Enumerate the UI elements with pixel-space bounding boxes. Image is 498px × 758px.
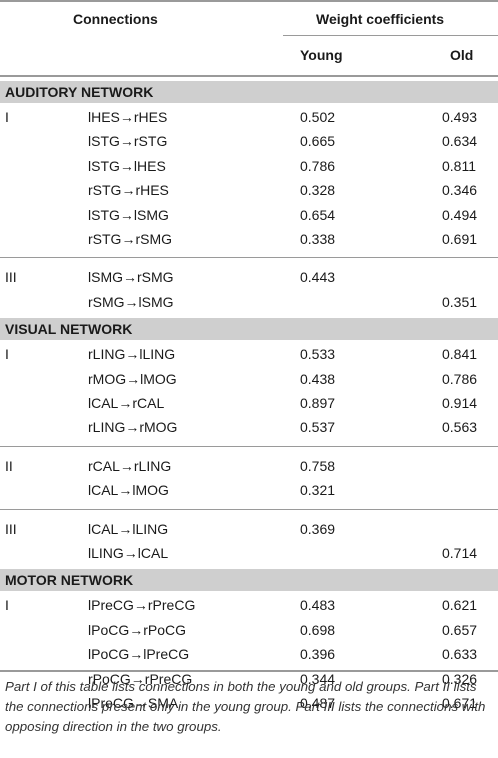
young-value-cell: 0.758 [300, 457, 336, 474]
connection-cell: lSMG→rSMG [88, 269, 174, 286]
table-footnote: Part I of this table lists connections i… [5, 679, 486, 734]
young-value-cell: 0.344 [300, 670, 336, 687]
young-value-cell: 0.502 [300, 109, 336, 125]
part-label: I [5, 346, 9, 363]
old-value-cell: 0.351 [442, 293, 478, 310]
connection-cell: lPreCG→SMA [88, 695, 179, 711]
connection-cell: lCAL→lLING [88, 520, 169, 537]
connection-cell: lPreCG→rPreCG [88, 597, 196, 614]
section-header: AUDITORY NETWORK [0, 81, 498, 103]
table-bottom-rule [0, 670, 498, 672]
connection-cell: rLING→lLING [88, 346, 176, 363]
old-value-cell: 0.714 [442, 545, 478, 561]
old-value-cell: 0.671 [442, 695, 478, 711]
old-value-cell: 0.841 [442, 346, 478, 363]
old-value-cell: 0.493 [442, 109, 478, 125]
header-weight-coefficients: Weight coefficients [316, 11, 445, 27]
section-header: VISUAL NETWORK [0, 318, 498, 341]
connection-cell: lLING→lCAL [88, 545, 169, 561]
old-value-cell: 0.563 [442, 419, 478, 436]
old-value-cell: 0.786 [442, 370, 478, 387]
young-value-cell: 0.533 [300, 346, 336, 363]
header-connections: Connections [73, 11, 158, 27]
old-value-cell: 0.326 [442, 670, 478, 687]
section-title: VISUAL NETWORK [5, 321, 133, 338]
table-top-rule [0, 0, 498, 2]
connection-cell: rSTG→rHES [88, 182, 169, 199]
part-label: I [5, 597, 9, 614]
connection-cell: rSMG→lSMG [88, 293, 174, 310]
young-value-cell: 0.786 [300, 157, 336, 174]
connection-cell: rLING→rMOG [88, 419, 178, 436]
connection-cell: lCAL→rCAL [88, 395, 165, 411]
old-value-cell: 0.811 [442, 157, 476, 174]
young-value-cell: 0.321 [300, 482, 336, 499]
connection-cell: lHES→rHES [88, 109, 168, 125]
header-bottom-rule [0, 75, 498, 77]
old-value-cell: 0.633 [442, 646, 478, 663]
section-title: AUDITORY NETWORK [5, 84, 154, 100]
section-title: MOTOR NETWORK [5, 572, 134, 589]
young-value-cell: 0.328 [300, 182, 336, 199]
old-value-cell: 0.634 [442, 133, 478, 150]
old-value-cell: 0.691 [442, 231, 478, 247]
part-label: III [5, 520, 17, 537]
connection-cell: rSTG→rSMG [88, 231, 172, 247]
connection-cell: lSTG→lHES [88, 157, 166, 174]
young-value-cell: 0.665 [300, 133, 336, 150]
connection-cell: rCAL→rLING [88, 457, 172, 474]
young-value-cell: 0.897 [300, 395, 336, 411]
connection-cell: lCAL→lMOG [88, 482, 169, 499]
old-value-cell: 0.494 [442, 206, 478, 223]
young-value-cell: 0.438 [300, 370, 336, 387]
part-label: III [5, 269, 17, 286]
header-young: Young [300, 47, 343, 63]
connection-cell: lPoCG→rPoCG [88, 621, 187, 638]
young-value-cell: 0.369 [300, 520, 336, 537]
header-subrule [283, 35, 498, 36]
connection-cell: lPoCG→lPreCG [88, 646, 190, 663]
old-value-cell: 0.914 [442, 395, 478, 411]
part-label: II [5, 457, 13, 474]
group-divider [0, 257, 498, 259]
young-value-cell: 0.396 [300, 646, 336, 663]
young-value-cell: 0.338 [300, 231, 336, 247]
part-label: I [5, 109, 9, 125]
young-value-cell: 0.443 [300, 269, 336, 286]
connection-cell: rPoCG→rPreCG [88, 670, 193, 687]
old-value-cell: 0.346 [442, 182, 478, 199]
group-divider [0, 445, 498, 447]
section-header: MOTOR NETWORK [0, 569, 498, 592]
old-value-cell: 0.657 [442, 621, 478, 638]
group-divider [0, 508, 498, 510]
young-value-cell: 0.698 [300, 621, 336, 638]
young-value-cell: 0.537 [300, 419, 336, 436]
young-value-cell: 0.483 [300, 597, 336, 614]
young-value-cell: 0.654 [300, 206, 336, 223]
young-value-cell: 0.487 [300, 695, 336, 711]
old-value-cell: 0.621 [442, 597, 478, 614]
connection-cell: lSTG→lSMG [88, 206, 169, 223]
connection-cell: rMOG→lMOG [88, 370, 177, 387]
header-old: Old [450, 47, 474, 63]
connection-cell: lSTG→rSTG [88, 133, 168, 150]
